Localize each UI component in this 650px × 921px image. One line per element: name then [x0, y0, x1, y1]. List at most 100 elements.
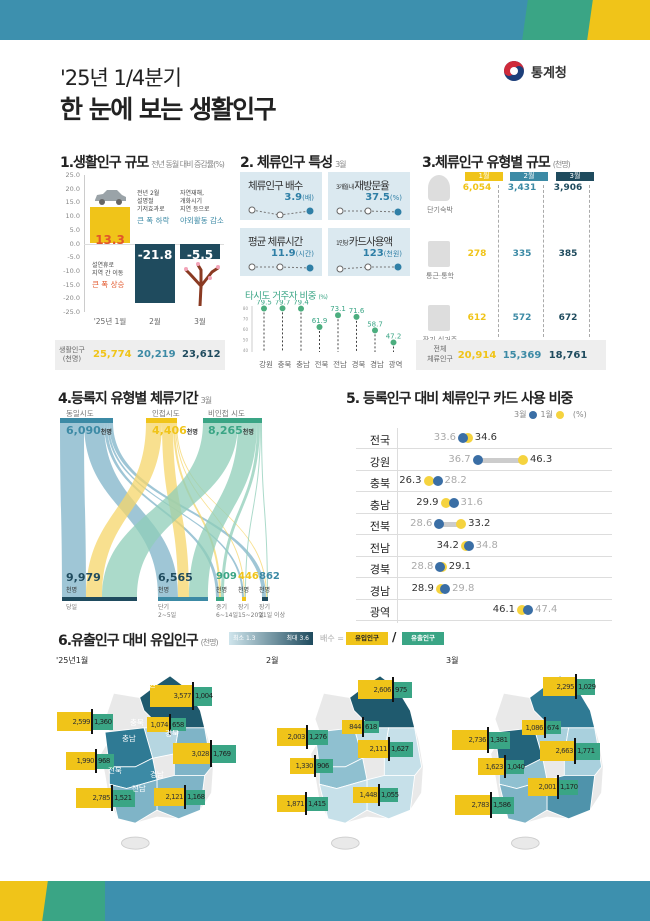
data-point — [335, 312, 341, 319]
y-tick: -10.0 — [63, 266, 80, 275]
inflow-outflow-pair: 2,736 1,381 — [452, 727, 510, 753]
y-tick: 10.0 — [65, 212, 80, 221]
x-tick: 강원 — [259, 359, 273, 369]
inflow-outflow-pair: 2,003 1,276 — [277, 725, 328, 749]
kpi-prefix: 1인당 — [336, 240, 349, 247]
outflow-value: 1,040 — [506, 759, 525, 774]
pop-jan: 25,774 — [93, 349, 132, 360]
low-value: 28.6 — [410, 518, 433, 529]
region-map: '25년1월 3,577 1,004 2,599 1,360 1,074 658 3,028 1… — [50, 655, 236, 860]
low-value: 29.9 — [416, 496, 439, 508]
data-label: 71.6 — [349, 307, 365, 315]
unit: 천명 — [216, 587, 228, 594]
trend-dot — [364, 207, 372, 215]
trend-dot — [394, 208, 402, 216]
low-value: 34.2 — [436, 539, 459, 551]
org-name: 통계청 — [531, 65, 567, 81]
subtitle: '25년 1/4분기 — [60, 66, 182, 90]
y-tick: -5.0 — [67, 253, 80, 262]
kpi-label-text: 재방문율 — [354, 180, 390, 192]
outflow-value: 618 — [364, 721, 379, 733]
outflow-value: 658 — [171, 718, 186, 731]
pop-mar: 23,612 — [182, 349, 221, 360]
outflow-value: 1,168 — [186, 789, 205, 805]
y-tick: 5.0 — [69, 225, 80, 234]
row-value: 385 — [558, 249, 578, 259]
guide-line — [498, 185, 499, 337]
kpi-label-text: 평균 체류시간 — [248, 236, 303, 248]
high-value: 28.2 — [444, 475, 467, 486]
target-label: 장기 — [259, 604, 271, 611]
jeju-region — [511, 836, 540, 850]
total-label: 전체 — [433, 345, 447, 353]
trend-dot — [336, 207, 344, 215]
source-value: 8,265천명 — [208, 424, 254, 437]
region-map: 3월 2,295 1,029 2,736 1,381 1,086 674 2,663 1,771… — [440, 655, 620, 860]
high-value: 47.4 — [535, 604, 558, 615]
s4-title: 4.등록지 유형별 체류기간 3월 — [58, 391, 212, 407]
high-value: 33.2 — [468, 518, 491, 529]
region-label: 전국 — [369, 434, 391, 447]
mar-dot — [435, 562, 446, 572]
inflow-outflow-pair: 2,783 1,586 — [455, 792, 514, 818]
total-value: 18,761 — [548, 350, 588, 361]
row-value: 3,431 — [507, 183, 537, 193]
unit: 천명 — [259, 587, 271, 594]
sankey-flow — [189, 422, 257, 597]
source-label: 동일시도 — [66, 409, 94, 418]
sankey-chart — [60, 418, 268, 601]
data-label: 58.7 — [367, 320, 383, 328]
outflow-value: 1,521 — [113, 789, 135, 807]
inflow-value: 2,001 — [528, 778, 557, 796]
target-node — [216, 597, 224, 601]
sankey-flow — [102, 422, 238, 597]
inflow-outflow-pair: 844 618 — [342, 717, 379, 737]
row-value: 672 — [558, 313, 578, 323]
sankey-flow — [60, 422, 86, 597]
outflow-value: 1,381 — [489, 731, 510, 749]
row-label: 통근·통학 — [426, 272, 454, 280]
kpi-prefix: 3개월 내 — [336, 184, 355, 191]
inflow-value: 1,330 — [290, 758, 314, 774]
bottom-band — [0, 881, 650, 921]
pop-feb: 20,219 — [137, 349, 176, 360]
row-value: 6,054 — [462, 183, 492, 193]
source-value: 4,406천명 — [152, 424, 198, 437]
region-label: 강원 — [369, 455, 391, 469]
data-point — [353, 313, 360, 320]
inflow-outflow-pair: 1,990 968 — [66, 749, 114, 773]
region-name: 충북 — [130, 718, 144, 727]
low-value: 33.6 — [433, 432, 456, 443]
x-tick: 경북 — [352, 359, 366, 369]
s5-legend: 3월 1월 (%) — [514, 410, 587, 419]
y-tick: 70 — [243, 317, 249, 322]
inflow-value: 2,736 — [452, 730, 487, 750]
outflow-value: 1,170 — [559, 779, 578, 795]
source-number: 4,406 — [152, 424, 187, 437]
outflow-value: 968 — [97, 753, 114, 769]
data-point — [372, 327, 378, 334]
row-value: 612 — [467, 313, 487, 323]
target-sublabel: 2~5일 — [158, 612, 177, 619]
inflow-value: 2,785 — [76, 788, 111, 808]
region-name: 경남 — [150, 770, 164, 779]
outflow-value: 1,055 — [380, 788, 399, 802]
row-value: 335 — [512, 249, 532, 259]
annotation: 설연휴로 지역 간 이동 — [92, 262, 124, 277]
outflow-value: 975 — [394, 681, 412, 698]
jeju-region — [331, 836, 360, 850]
data-label: 79.7 — [275, 300, 291, 306]
kpi-label: 체류인구 배수 — [248, 178, 303, 193]
unit: 천명 — [158, 587, 170, 594]
kpi-label: 평균 체류시간 — [248, 234, 303, 249]
inflow-value: 2,663 — [540, 741, 574, 761]
target-value: 6,565 — [158, 571, 193, 584]
unit: 천명 — [242, 429, 254, 436]
inflow-outflow-pair: 2,663 1,771 — [540, 738, 600, 764]
source-number: 8,265 — [208, 424, 243, 437]
target-node — [62, 597, 137, 601]
inflow-legend: 유입인구 — [346, 632, 388, 645]
kpi-number: 11.9 — [270, 248, 296, 259]
bar-label: -5.5 — [186, 247, 214, 262]
kpi-value: 37.5(%) — [365, 192, 402, 203]
